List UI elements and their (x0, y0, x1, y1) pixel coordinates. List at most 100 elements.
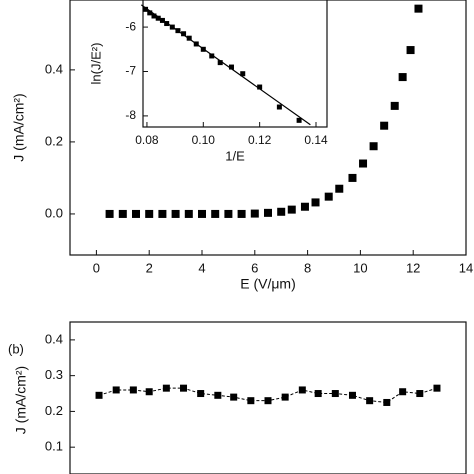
data-point (416, 390, 424, 398)
data-point (383, 398, 391, 406)
data-point (359, 159, 368, 168)
x-axis-label: E (V/μm) (240, 276, 296, 292)
data-point (118, 209, 127, 218)
data-point (324, 192, 333, 201)
data-point (298, 386, 306, 394)
x-tick-label: 8 (304, 260, 311, 275)
fit-line (140, 4, 311, 126)
plot-frame (69, 0, 467, 256)
data-point (348, 173, 357, 182)
data-point (348, 391, 356, 399)
data-point (180, 384, 188, 392)
data-point (129, 386, 137, 394)
data-point (380, 121, 389, 130)
x-tick-label: 0.08 (135, 133, 159, 147)
x-tick-label: 14 (459, 260, 473, 275)
data-point (277, 207, 286, 216)
data-point (143, 6, 149, 12)
data-point (158, 209, 167, 218)
y-axis-label: ln(J/E²) (88, 43, 103, 85)
x-tick-label: 4 (198, 260, 205, 275)
data-point (264, 208, 272, 217)
y-tick-label: 0.0 (45, 205, 63, 220)
data-point (186, 35, 192, 41)
data-point (214, 391, 222, 399)
plot-frame (142, 0, 328, 128)
y-tick-label: -6 (125, 19, 136, 33)
y-axis-label: J (mA/cm²) (13, 366, 29, 434)
data-point (181, 31, 187, 37)
data-point (151, 13, 157, 19)
data-point (366, 397, 374, 405)
data-point (433, 384, 441, 392)
data-point (175, 28, 181, 34)
y-tick-label: -8 (125, 108, 136, 122)
y-axis-label: J (mA/cm²) (11, 93, 27, 161)
x-tick-label: 0.12 (248, 133, 272, 147)
data-point (287, 205, 296, 214)
data-point (228, 64, 234, 70)
data-point (147, 10, 153, 16)
data-point (240, 71, 246, 77)
data-point (159, 17, 165, 23)
data-point (230, 393, 238, 401)
y-tick-label: 0.3 (45, 367, 63, 382)
plot-frame (69, 321, 467, 474)
data-point (247, 397, 255, 405)
data-point (369, 142, 378, 151)
y-tick-label: 0.2 (45, 403, 63, 418)
data-point (105, 209, 114, 218)
data-point (250, 209, 259, 218)
panel-label: (b) (8, 341, 24, 356)
data-point (314, 390, 322, 398)
data-point (281, 393, 289, 401)
data-point (211, 209, 220, 218)
x-tick-label: 2 (146, 260, 153, 275)
data-point (300, 202, 309, 211)
data-point (398, 73, 407, 82)
data-point (217, 60, 223, 66)
data-point (264, 397, 272, 405)
y-tick-label: 0.4 (45, 331, 63, 346)
data-point (276, 104, 282, 110)
data-point (296, 117, 302, 123)
x-tick-label: 0 (93, 260, 100, 275)
data-point (399, 388, 407, 396)
data-point (335, 184, 344, 193)
data-point (184, 209, 193, 218)
y-tick-label: 0.4 (45, 61, 63, 76)
data-point (112, 386, 120, 394)
data-point (209, 53, 215, 59)
data-point (197, 390, 205, 398)
data-point (145, 388, 153, 396)
data-point (331, 390, 339, 398)
x-axis-label: 1/E (225, 148, 245, 163)
data-point (164, 21, 170, 27)
data-point (237, 209, 246, 218)
data-point (171, 209, 180, 218)
data-point (257, 84, 263, 90)
y-tick-label: -7 (125, 64, 136, 78)
y-tick-label: 0.2 (45, 133, 63, 148)
x-tick-label: 0.10 (192, 133, 216, 147)
data-point (155, 15, 161, 21)
data-point (406, 46, 415, 55)
y-tick-label: 0.1 (45, 439, 63, 454)
x-tick-label: 0.14 (304, 133, 328, 147)
data-point (95, 391, 103, 399)
data-point (390, 101, 399, 110)
x-tick-label: 12 (406, 260, 420, 275)
x-tick-label: 10 (353, 260, 367, 275)
x-tick-label: 6 (251, 260, 258, 275)
data-point (198, 209, 206, 218)
data-point (162, 384, 170, 392)
data-point (311, 198, 320, 207)
data-point (414, 4, 423, 13)
data-point (193, 41, 199, 47)
data-point (200, 46, 206, 52)
data-point (145, 209, 154, 218)
data-point (169, 24, 175, 30)
data-point (224, 209, 233, 218)
data-point (132, 209, 140, 218)
